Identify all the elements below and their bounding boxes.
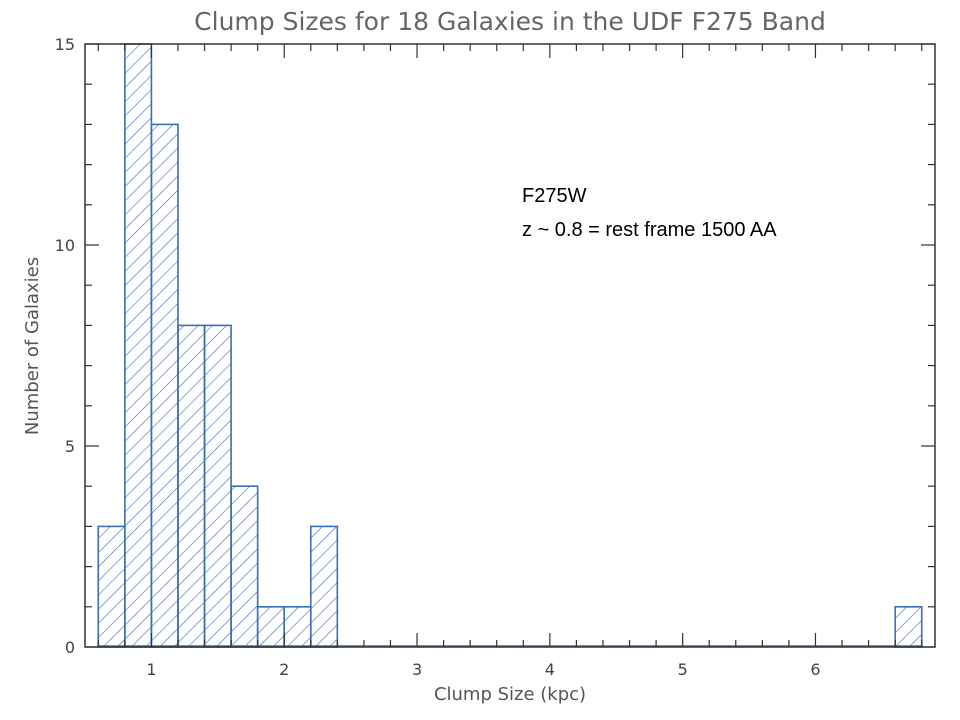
annotation-redshift: z ~ 0.8 = rest frame 1500 AA [522,219,777,241]
y-tick-label-0: 0 [65,638,75,657]
y-tick-label-5: 5 [65,437,75,456]
x-tick-label-4: 4 [545,660,555,679]
histogram-bar-7 [256,605,286,648]
histogram-bar-5 [203,324,232,648]
histogram-bar-8 [283,605,312,648]
x-tick-label-3: 3 [412,660,422,679]
histogram-bar-10 [894,605,923,648]
histogram-bar-2 [124,43,153,648]
plot-frame [84,43,936,648]
x-tick-label-5: 5 [678,660,688,679]
x-tick-label-2: 2 [279,660,289,679]
histogram-bar-6 [230,485,259,648]
x-tick-label-1: 1 [146,660,156,679]
histogram-bar-1 [97,525,126,648]
x-axis-label: Clump Size (kpc) [434,684,586,705]
axis-ticks [85,43,935,648]
histogram-bar-3 [150,123,179,648]
y-tick-label-15: 15 [55,35,75,54]
chart-title: Clump Sizes for 18 Galaxies in the UDF F… [194,7,826,36]
histogram-bar-9 [309,525,339,648]
y-axis-label: Number of Galaxies [22,257,43,435]
x-tick-label-6: 6 [810,660,820,679]
histogram-bar-4 [177,324,206,648]
annotation-filter: F275W [522,185,587,207]
tick-labels: 1 2 3 4 5 6 0 5 10 15 [55,35,821,679]
bars-group [97,43,923,648]
y-tick-label-10: 10 [55,236,75,255]
